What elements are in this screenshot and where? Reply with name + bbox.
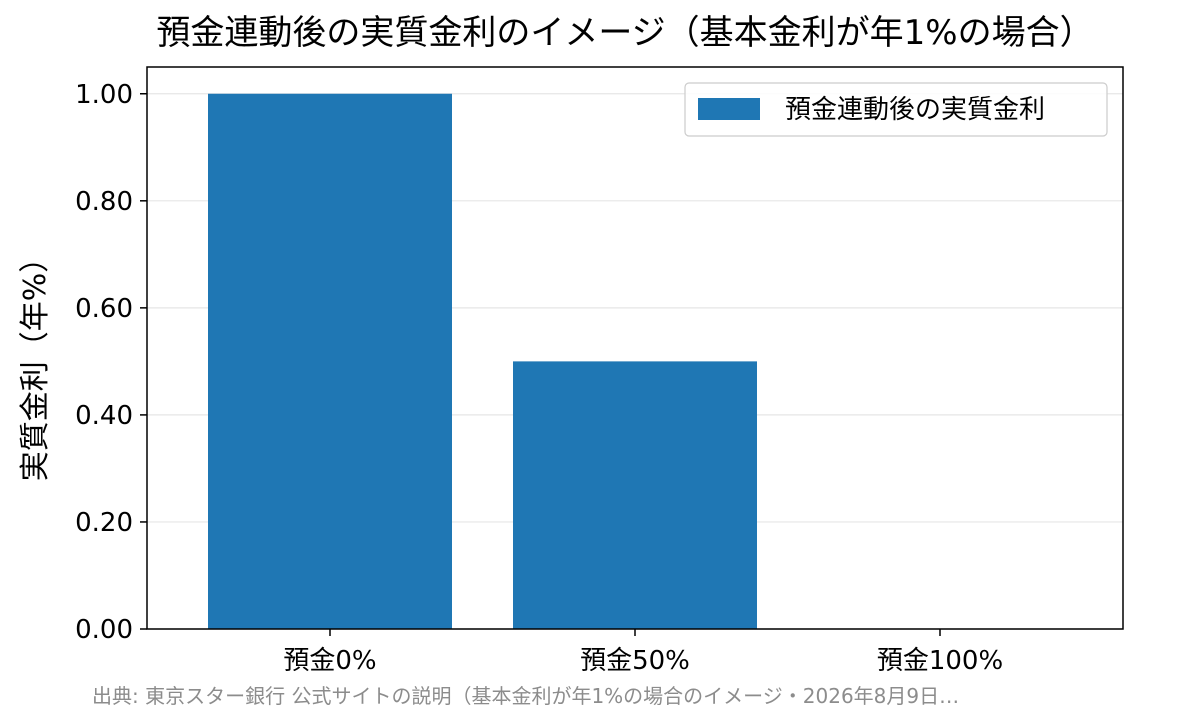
- legend-label: 預金連動後の実質金利: [785, 95, 1045, 125]
- x-tick-label: 預金50%: [580, 646, 690, 676]
- x-axis-ticks: 預金0% 預金50% 預金100%: [283, 629, 1003, 676]
- legend: 預金連動後の実質金利: [684, 82, 1108, 137]
- legend-swatch: [698, 98, 760, 120]
- legend-box: [684, 82, 1108, 137]
- source-note: 出典: 東京スター銀行 公式サイトの説明（基本金利が年1%の場合のイメージ・20…: [92, 684, 959, 708]
- y-axis-ticks: 0.00 0.20 0.40 0.60 0.80 1.00: [75, 80, 147, 645]
- y-tick-label: 0.80: [75, 187, 133, 217]
- bar: [513, 361, 757, 629]
- x-tick-label: 預金100%: [877, 646, 1003, 676]
- y-axis-label: 実質金利（年%）: [18, 243, 53, 482]
- bar-series: [208, 93, 757, 629]
- y-tick-label: 1.00: [75, 80, 133, 110]
- y-tick-label: 0.60: [75, 294, 133, 324]
- y-tick-label: 0.20: [75, 508, 133, 538]
- chart-title: 預金連動後の実質金利のイメージ（基本金利が年1%の場合）: [156, 13, 1093, 53]
- x-tick-label: 預金0%: [283, 646, 376, 676]
- y-tick-label: 0.00: [75, 615, 133, 645]
- bar: [208, 93, 452, 629]
- y-tick-label: 0.40: [75, 401, 133, 431]
